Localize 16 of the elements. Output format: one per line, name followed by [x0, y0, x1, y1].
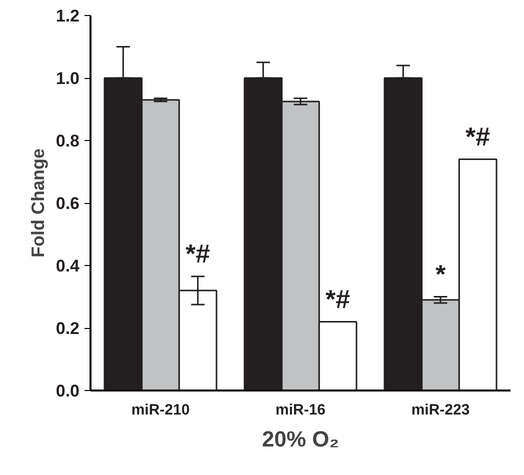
y-tick-label: 1.2	[56, 6, 80, 26]
data-label: *#	[466, 121, 491, 152]
y-tick-label: 0.4	[56, 256, 80, 276]
x-tick-label: miR-16	[275, 402, 326, 418]
x-tick-label: miR-223	[411, 402, 470, 418]
data-label: *	[435, 258, 446, 289]
y-tick-label: 0.0	[56, 382, 80, 400]
data-label: *#	[326, 284, 351, 314]
y-tick-label: 0.2	[56, 319, 80, 338]
y-tick-label: 1.0	[56, 69, 80, 88]
y-tick-label: 0.6	[56, 194, 80, 213]
x-axis-title: 20% O₂	[262, 426, 340, 452]
data-label: *#	[186, 238, 211, 268]
y-tick-label: 0.8	[56, 132, 80, 150]
y-axis-title: Fold Change	[28, 148, 48, 258]
x-tick-label: miR-210	[131, 402, 190, 418]
